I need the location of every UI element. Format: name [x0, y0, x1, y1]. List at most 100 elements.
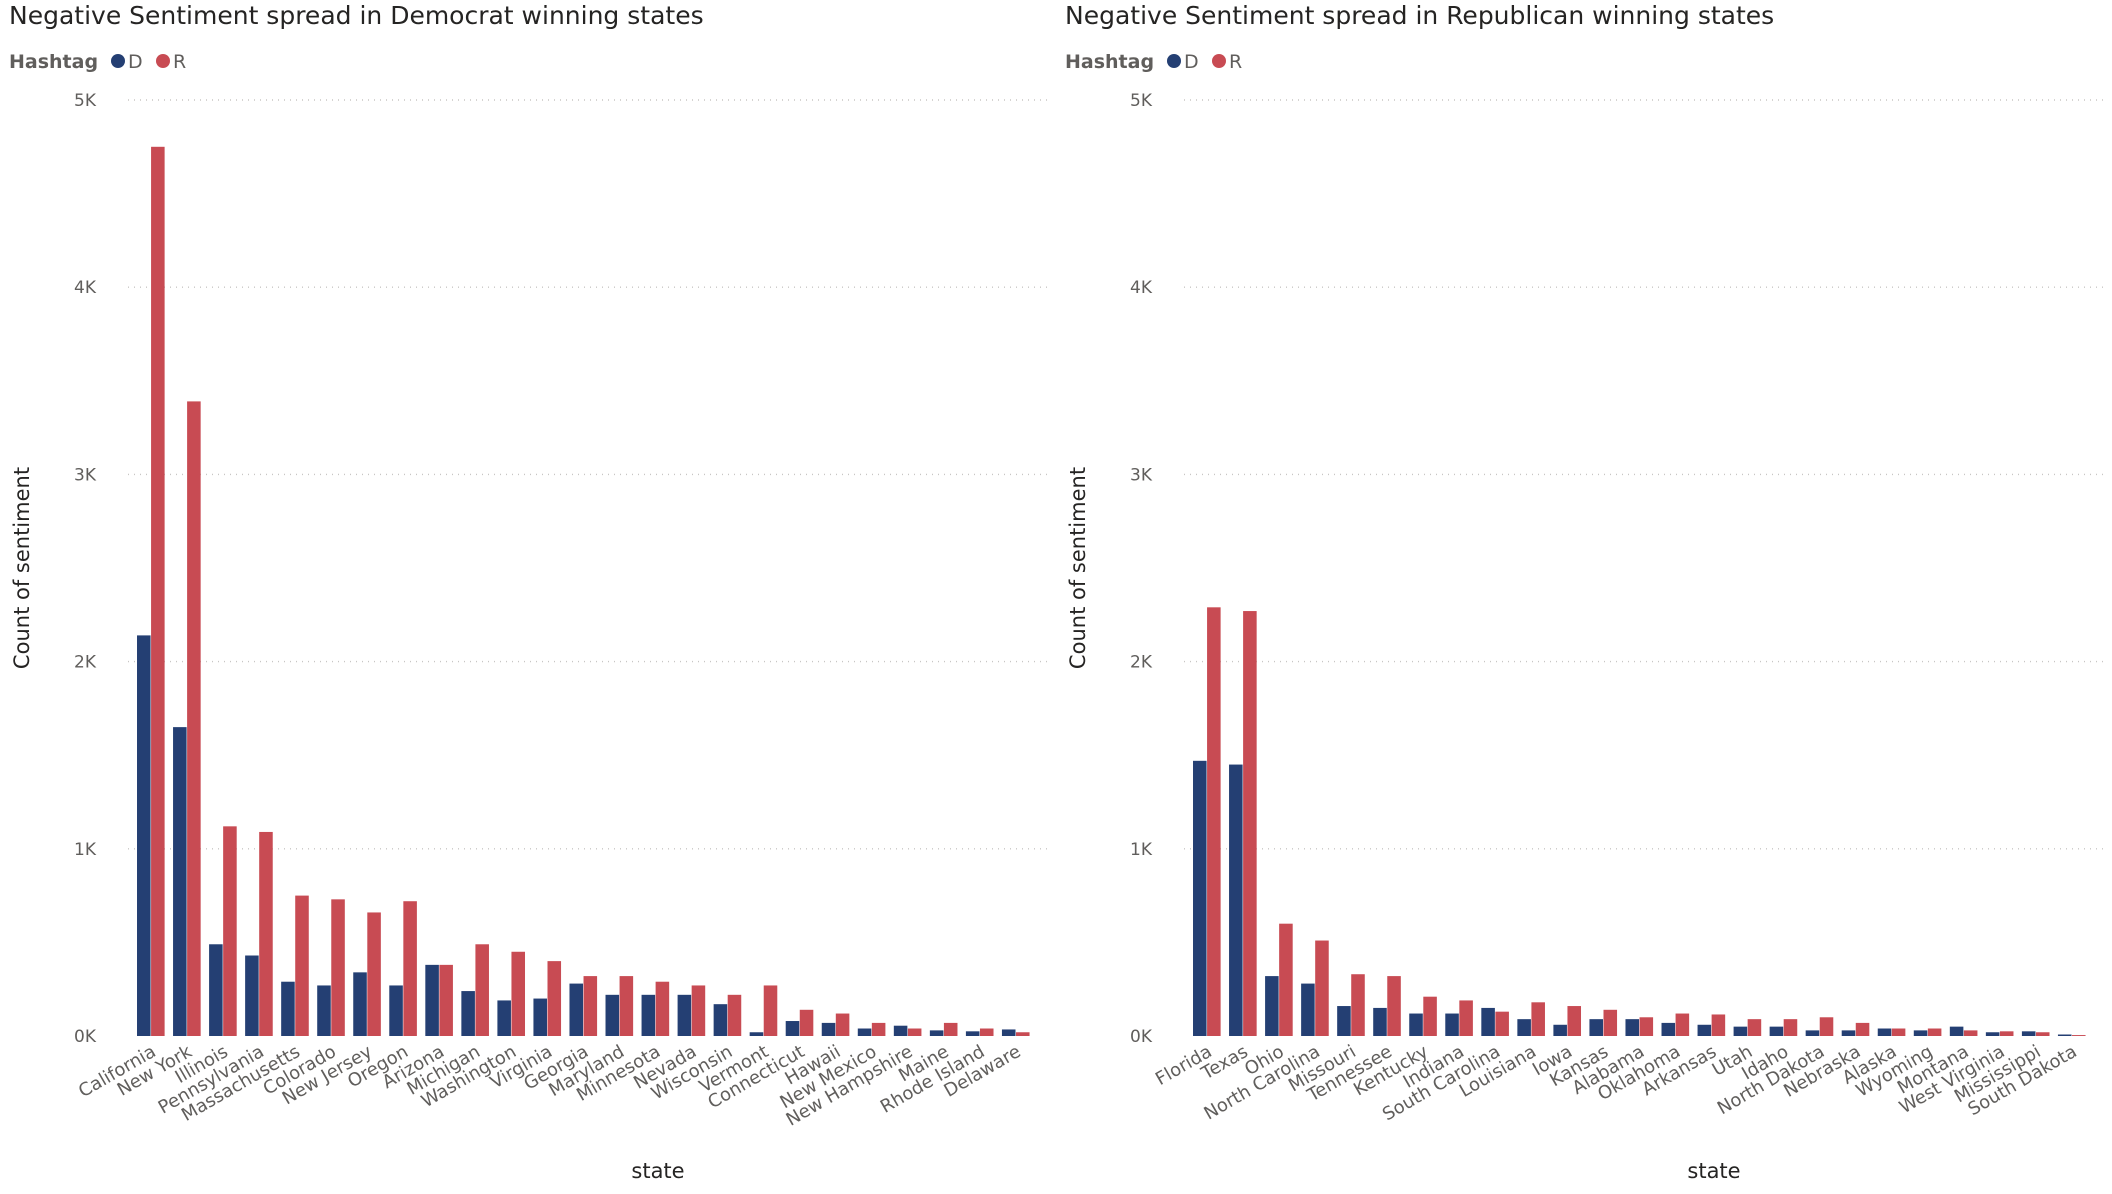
bar-r-north-dakota[interactable] — [1819, 1017, 1834, 1036]
bar-d-oregon[interactable] — [389, 985, 403, 1036]
bar-d-alaska[interactable] — [1877, 1028, 1892, 1036]
bar-d-texas[interactable] — [1229, 764, 1243, 1036]
bar-d-michigan[interactable] — [461, 991, 475, 1036]
bar-r-arizona[interactable] — [439, 964, 453, 1036]
bar-r-illinois[interactable] — [223, 826, 237, 1036]
bar-r-alaska[interactable] — [1891, 1028, 1906, 1036]
bar-r-louisiana[interactable] — [1531, 1002, 1545, 1036]
bar-r-nebraska[interactable] — [1855, 1022, 1870, 1036]
bar-d-california[interactable] — [137, 635, 151, 1036]
legend-item-d[interactable]: D — [1167, 51, 1199, 73]
bar-d-washington[interactable] — [497, 1000, 511, 1036]
bar-r-iowa[interactable] — [1567, 1006, 1582, 1036]
bar-d-tennessee[interactable] — [1373, 1007, 1387, 1036]
bar-d-minnesota[interactable] — [641, 994, 656, 1036]
bar-d-nebraska[interactable] — [1841, 1030, 1856, 1036]
bar-r-alabama[interactable] — [1639, 1017, 1654, 1036]
bar-r-maine[interactable] — [943, 1022, 958, 1036]
bar-r-washington[interactable] — [511, 951, 526, 1036]
bar-r-west-virginia[interactable] — [1999, 1031, 2014, 1036]
bar-r-wisconsin[interactable] — [727, 994, 742, 1036]
bar-r-oklahoma[interactable] — [1675, 1013, 1690, 1036]
bar-r-kentucky[interactable] — [1423, 996, 1437, 1036]
bar-r-connecticut[interactable] — [799, 1009, 814, 1036]
bar-r-south-carolina[interactable] — [1495, 1011, 1509, 1036]
bar-d-mississippi[interactable] — [2021, 1031, 2036, 1036]
bar-d-alabama[interactable] — [1625, 1019, 1640, 1036]
bar-d-missouri[interactable] — [1337, 1006, 1351, 1036]
bar-r-mississippi[interactable] — [2035, 1032, 2050, 1036]
bar-d-oklahoma[interactable] — [1661, 1022, 1676, 1036]
bar-r-new-york[interactable] — [187, 401, 201, 1037]
legend-item-r[interactable]: R — [156, 51, 186, 73]
bar-r-idaho[interactable] — [1783, 1019, 1798, 1036]
bar-r-utah[interactable] — [1747, 1019, 1762, 1036]
bar-r-michigan[interactable] — [475, 944, 489, 1036]
bar-r-south-dakota[interactable] — [2071, 1035, 2086, 1036]
bar-r-tennessee[interactable] — [1387, 976, 1401, 1036]
bar-d-rhode-island[interactable] — [965, 1031, 980, 1036]
bar-r-minnesota[interactable] — [655, 981, 670, 1036]
bar-r-new-hampshire[interactable] — [907, 1028, 922, 1036]
bar-d-west-virginia[interactable] — [1985, 1032, 2000, 1036]
bar-r-florida[interactable] — [1207, 607, 1221, 1036]
bar-d-delaware[interactable] — [1001, 1029, 1016, 1036]
bar-d-utah[interactable] — [1733, 1026, 1748, 1036]
bar-d-south-carolina[interactable] — [1481, 1007, 1495, 1036]
bar-r-new-jersey[interactable] — [367, 912, 381, 1036]
bar-r-massachusetts[interactable] — [295, 895, 309, 1036]
bar-d-iowa[interactable] — [1553, 1024, 1567, 1036]
bar-d-vermont[interactable] — [749, 1032, 764, 1036]
bar-r-texas[interactable] — [1243, 611, 1257, 1036]
bar-r-wyoming[interactable] — [1927, 1028, 1942, 1036]
bar-d-ohio[interactable] — [1265, 976, 1279, 1036]
bar-r-pennsylvania[interactable] — [259, 831, 273, 1036]
bar-r-virginia[interactable] — [547, 961, 562, 1036]
bar-d-illinois[interactable] — [209, 944, 223, 1036]
bar-d-connecticut[interactable] — [785, 1021, 800, 1036]
bar-r-new-mexico[interactable] — [871, 1022, 886, 1036]
bar-d-florida[interactable] — [1193, 760, 1207, 1036]
bar-r-rhode-island[interactable] — [979, 1028, 994, 1036]
bar-r-oregon[interactable] — [403, 901, 417, 1036]
bar-r-north-carolina[interactable] — [1315, 940, 1329, 1036]
bar-d-massachusetts[interactable] — [281, 981, 295, 1036]
bar-r-nevada[interactable] — [691, 985, 706, 1036]
bar-r-arkansas[interactable] — [1711, 1014, 1726, 1036]
bar-d-hawaii[interactable] — [821, 1022, 836, 1036]
bar-d-louisiana[interactable] — [1517, 1019, 1531, 1036]
bar-r-california[interactable] — [151, 146, 165, 1037]
legend-item-d[interactable]: D — [111, 51, 143, 73]
bar-d-wyoming[interactable] — [1913, 1030, 1928, 1036]
legend-item-r[interactable]: R — [1212, 51, 1242, 73]
bar-d-kansas[interactable] — [1589, 1019, 1603, 1036]
bar-d-north-dakota[interactable] — [1805, 1030, 1820, 1036]
bar-r-georgia[interactable] — [583, 976, 598, 1036]
bar-d-new-mexico[interactable] — [857, 1028, 872, 1036]
bar-d-arkansas[interactable] — [1697, 1024, 1712, 1036]
bar-d-nevada[interactable] — [677, 994, 692, 1036]
bar-d-north-carolina[interactable] — [1301, 983, 1315, 1036]
bar-r-colorado[interactable] — [331, 899, 345, 1036]
bar-d-pennsylvania[interactable] — [245, 955, 259, 1036]
bar-d-maine[interactable] — [929, 1030, 944, 1036]
bar-d-montana[interactable] — [1949, 1026, 1964, 1036]
bar-r-montana[interactable] — [1963, 1030, 1978, 1036]
bar-d-kentucky[interactable] — [1409, 1013, 1423, 1036]
bar-d-georgia[interactable] — [569, 983, 584, 1036]
bar-r-missouri[interactable] — [1351, 974, 1365, 1036]
bar-d-idaho[interactable] — [1769, 1026, 1784, 1036]
bar-d-south-dakota[interactable] — [2057, 1034, 2072, 1036]
bar-r-vermont[interactable] — [763, 985, 778, 1036]
bar-d-indiana[interactable] — [1445, 1013, 1459, 1036]
bar-d-colorado[interactable] — [317, 985, 331, 1036]
bar-d-new-hampshire[interactable] — [893, 1025, 908, 1036]
bar-r-indiana[interactable] — [1459, 1000, 1473, 1036]
bar-r-maryland[interactable] — [619, 976, 634, 1036]
bar-d-wisconsin[interactable] — [713, 1004, 728, 1036]
bar-d-arizona[interactable] — [425, 964, 439, 1036]
bar-d-new-york[interactable] — [173, 727, 187, 1036]
bar-d-maryland[interactable] — [605, 994, 620, 1036]
bar-r-delaware[interactable] — [1015, 1032, 1030, 1036]
bar-d-virginia[interactable] — [533, 998, 547, 1036]
